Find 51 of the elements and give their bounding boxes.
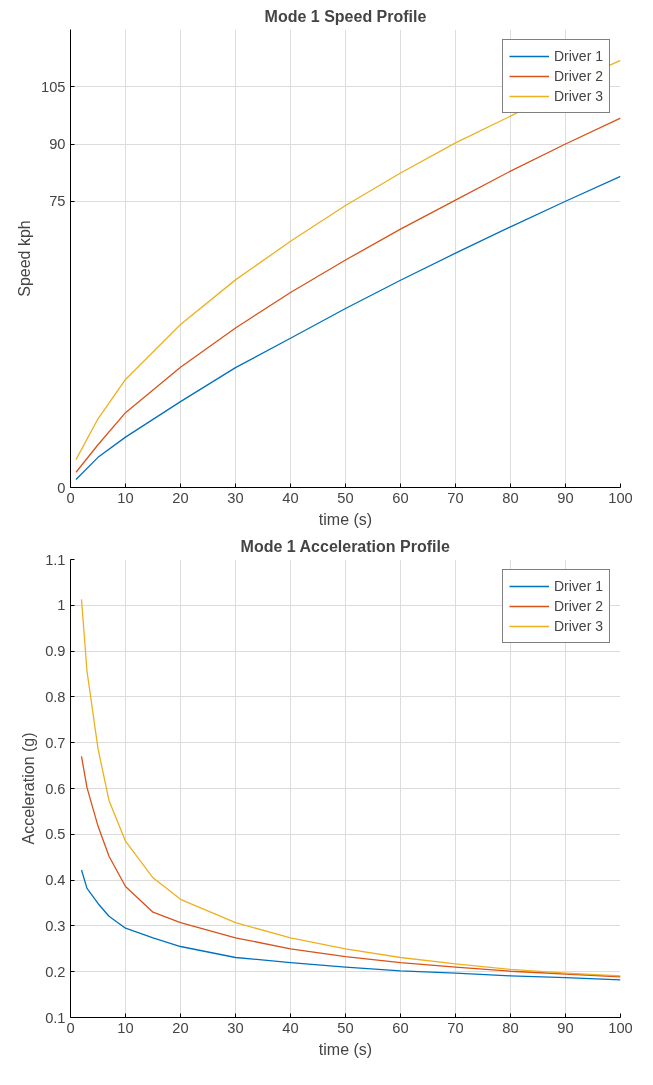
legend-label: Driver 3 [553,88,603,104]
x-tick-label: 70 [447,489,464,506]
y-tick-label: 1 [57,597,66,614]
x-tick-label: 70 [447,1019,464,1036]
x-tick-label: 10 [117,489,134,506]
y-tick-label: 0.9 [45,643,66,660]
y-tick-label: 0.7 [45,734,66,751]
x-axis-title: time (s) [318,510,373,528]
x-tick-label: 100 [608,489,633,506]
legend-label: Driver 2 [553,598,603,614]
legend-label: Driver 1 [553,48,603,64]
y-tick-label: 0.6 [45,780,66,797]
x-tick-label: 40 [282,489,299,506]
legend-label: Driver 3 [553,618,603,634]
y-tick-label: 75 [49,193,66,210]
x-tick-label: 20 [172,489,189,506]
y-tick-label: 0.1 [45,1009,66,1026]
y-axis-title: Acceleration (g) [20,732,38,845]
x-tick-label: 40 [282,1019,299,1036]
x-tick-label: 50 [337,489,354,506]
x-tick-label: 30 [227,1019,244,1036]
line-series [80,869,621,981]
x-tick-label: 60 [392,489,409,506]
x-tick-label: 100 [608,1019,633,1036]
x-tick-label: 60 [392,1019,409,1036]
x-tick-label: 80 [502,489,519,506]
x-tick-label: 20 [172,1019,189,1036]
line-series [75,117,621,473]
y-tick-label: 1.1 [45,551,66,568]
y-tick-label: 0.8 [45,688,66,705]
x-tick-label: 80 [502,1019,519,1036]
chart-title: Mode 1 Acceleration Profile [240,537,450,555]
y-tick-label: 105 [41,78,66,95]
y-tick-label: 0.4 [45,872,66,889]
legend-label: Driver 1 [553,578,603,594]
y-tick-label: 0.5 [45,826,66,843]
y-tick-label: 90 [49,136,66,152]
x-tick-label: 90 [557,489,574,506]
y-tick-label: 0.3 [45,917,66,934]
x-tick-label: 30 [227,489,244,506]
x-tick-label: 10 [117,1019,134,1036]
line-series [75,175,621,481]
x-axis-title: time (s) [318,1040,373,1058]
line-series [80,598,621,977]
y-tick-label: 0.2 [45,963,66,980]
y-axis-title: Speed kph [16,220,34,297]
x-tick-label: 50 [337,1019,354,1036]
chart-title: Mode 1 Speed Profile [264,7,427,25]
legend-label: Driver 2 [553,68,603,84]
x-tick-label: 90 [557,1019,574,1036]
line-series [80,755,621,978]
